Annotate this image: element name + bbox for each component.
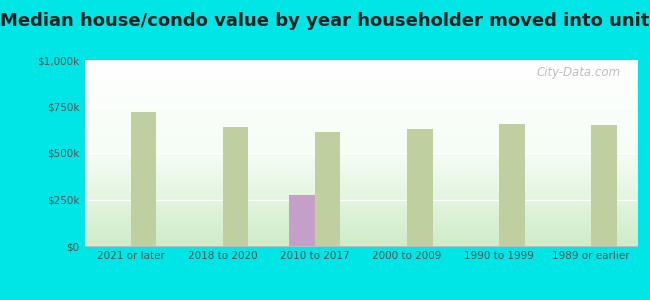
Text: Median house/condo value by year householder moved into unit: Median house/condo value by year househo…	[0, 12, 650, 30]
Bar	[591, 125, 617, 246]
Bar	[131, 112, 156, 246]
Bar	[315, 132, 341, 246]
Text: City-Data.com: City-Data.com	[536, 66, 620, 79]
Bar	[289, 195, 315, 246]
Bar	[407, 129, 433, 246]
Bar	[499, 124, 525, 246]
Bar	[222, 127, 248, 246]
